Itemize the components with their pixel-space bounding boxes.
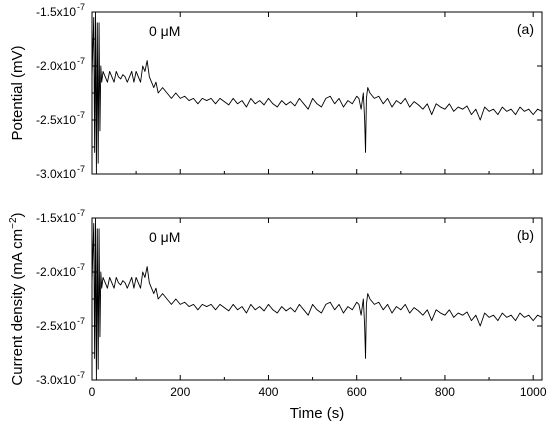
y-tick-exponent: -7 [77, 164, 85, 174]
x-tick-label: 0 [89, 385, 96, 399]
y-tick-exponent: -7 [77, 2, 85, 12]
panel-label: (b) [517, 227, 534, 243]
x-tick-label: 600 [347, 385, 367, 399]
y-tick-exponent: -7 [77, 56, 85, 66]
x-tick-label: 400 [258, 385, 278, 399]
y-tick-exponent: -7 [77, 208, 85, 218]
y-tick-label: -2.0x10 [36, 265, 76, 279]
y-tick-label: -2.5x10 [36, 319, 76, 333]
x-tick-label: 800 [435, 385, 455, 399]
y-tick-label: -2.0x10 [36, 59, 76, 73]
y-axis-title-text: Potential (mV) [9, 45, 26, 140]
y-tick-exponent: -7 [77, 262, 85, 272]
panel-label: (a) [517, 21, 534, 37]
x-axis-title: Time (s) [290, 405, 344, 422]
panel-a: -1.5x10 -7-2.0x10 -7-2.5x10 -7-3.0x10 -70 μM… [9, 2, 543, 181]
y-tick-label: -2.5x10 [36, 113, 76, 127]
y-axis-title-text: Current density (mA cm [9, 229, 26, 386]
y-tick-label: -1.5x10 [36, 5, 76, 19]
y-axis-title: Current density (mA cm−2) [8, 212, 26, 385]
y-tick-label: -3.0x10 [36, 373, 76, 387]
concentration-annotation: 0 μM [149, 229, 180, 245]
x-tick-label: 200 [170, 385, 190, 399]
concentration-annotation: 0 μM [149, 23, 180, 39]
y-axis-title: Potential (mV) [9, 45, 26, 140]
x-tick-label: 1000 [520, 385, 547, 399]
panel-b: 0 200 400 600 800 1000-1.5x10 -7-2.0x10 -7-2.5x… [8, 208, 547, 422]
y-tick-exponent: -7 [77, 370, 85, 380]
y-tick-exponent: -7 [77, 110, 85, 120]
series-line [91, 11, 543, 175]
y-axis-title-sup: −2 [8, 217, 19, 229]
y-tick-exponent: -7 [77, 316, 85, 326]
y-tick-label: -1.5x10 [36, 211, 76, 225]
y-tick-label: -3.0x10 [36, 167, 76, 181]
series-line [91, 217, 543, 381]
y-axis-title-end: ) [9, 212, 26, 217]
